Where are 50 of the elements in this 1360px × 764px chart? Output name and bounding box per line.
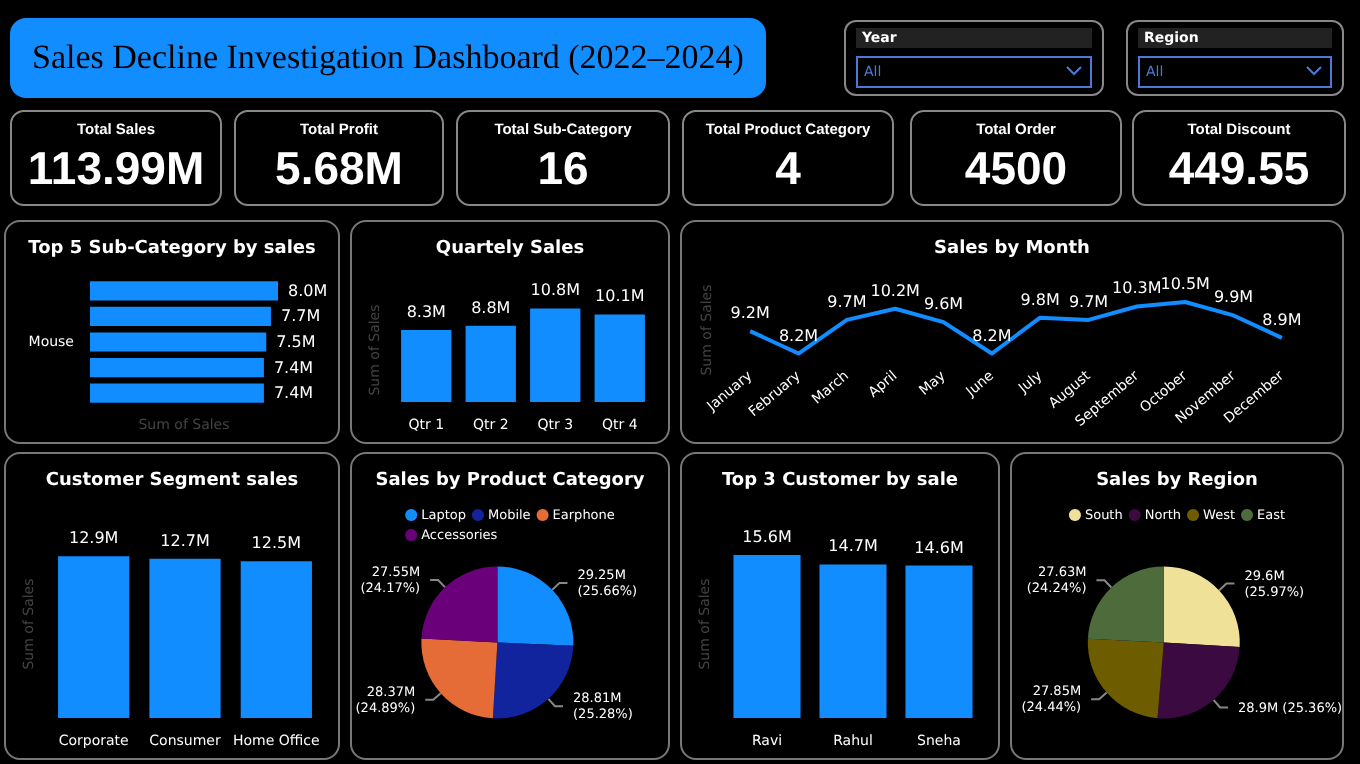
data-label: 12.5M bbox=[251, 534, 302, 553]
chart-title: Top 5 Sub-Category by sales bbox=[28, 239, 316, 259]
bar bbox=[90, 383, 264, 403]
chart-title: Sales by Month bbox=[934, 239, 1090, 259]
data-label: 7.4M bbox=[273, 384, 314, 403]
bar bbox=[90, 281, 278, 301]
data-label: 8.2M bbox=[972, 326, 1012, 345]
data-label: 15.6M bbox=[742, 528, 792, 547]
data-label: 7.4M bbox=[273, 358, 314, 377]
chart-title: Customer Segment sales bbox=[45, 471, 299, 491]
chart-title: Sales by Region bbox=[1096, 471, 1258, 491]
bar bbox=[401, 330, 452, 402]
data-label: 8.3M bbox=[406, 303, 447, 322]
data-label: 7.5M bbox=[276, 333, 316, 351]
data-label: 9.6M bbox=[923, 295, 964, 314]
data-label: 12.9M bbox=[68, 529, 119, 548]
text: 5.68M bbox=[275, 142, 403, 194]
data-label: 8.9M bbox=[1262, 310, 1302, 329]
bar bbox=[465, 325, 516, 402]
data-label: 10.3M bbox=[1112, 279, 1162, 298]
data-label: 9.7M bbox=[827, 292, 867, 311]
data-label: 9.2M bbox=[730, 304, 770, 323]
data-label: 9.7M bbox=[1068, 292, 1109, 311]
data-label: 10.2M bbox=[870, 281, 921, 300]
bar bbox=[90, 306, 271, 326]
text: Sales Decline Investigation Dashboard (2022–2024) bbox=[10, 18, 766, 98]
data-label: 9.9M bbox=[1213, 288, 1254, 307]
chart-title: Quartely Sales bbox=[435, 239, 585, 259]
data-label: 10.8M bbox=[530, 281, 581, 300]
bar bbox=[90, 332, 267, 352]
text: 113.99M bbox=[27, 142, 205, 194]
data-label: 14.7M bbox=[828, 537, 878, 556]
data-label: 8.8M bbox=[471, 298, 511, 317]
text: 4500 bbox=[964, 142, 1068, 194]
text: 449.55 bbox=[1168, 142, 1310, 194]
data-label: 10.5M bbox=[1160, 275, 1211, 293]
chart-title: Top 3 Customer by sale bbox=[721, 471, 959, 491]
data-label: 14.6M bbox=[914, 538, 964, 557]
bar bbox=[594, 314, 645, 402]
data-label: 10.1M bbox=[595, 287, 645, 306]
bar bbox=[530, 308, 581, 402]
data-label: 7.7M bbox=[280, 307, 321, 326]
data-label: 9.8M bbox=[1020, 290, 1060, 309]
data-label: 8.0M bbox=[288, 281, 328, 300]
chart-title: Sales by Product Category bbox=[375, 471, 645, 491]
text: 4 bbox=[775, 142, 801, 194]
data-label: 12.7M bbox=[160, 531, 210, 550]
text: 16 bbox=[537, 142, 589, 194]
data-label: 8.2M bbox=[778, 326, 819, 345]
bar bbox=[90, 358, 264, 378]
